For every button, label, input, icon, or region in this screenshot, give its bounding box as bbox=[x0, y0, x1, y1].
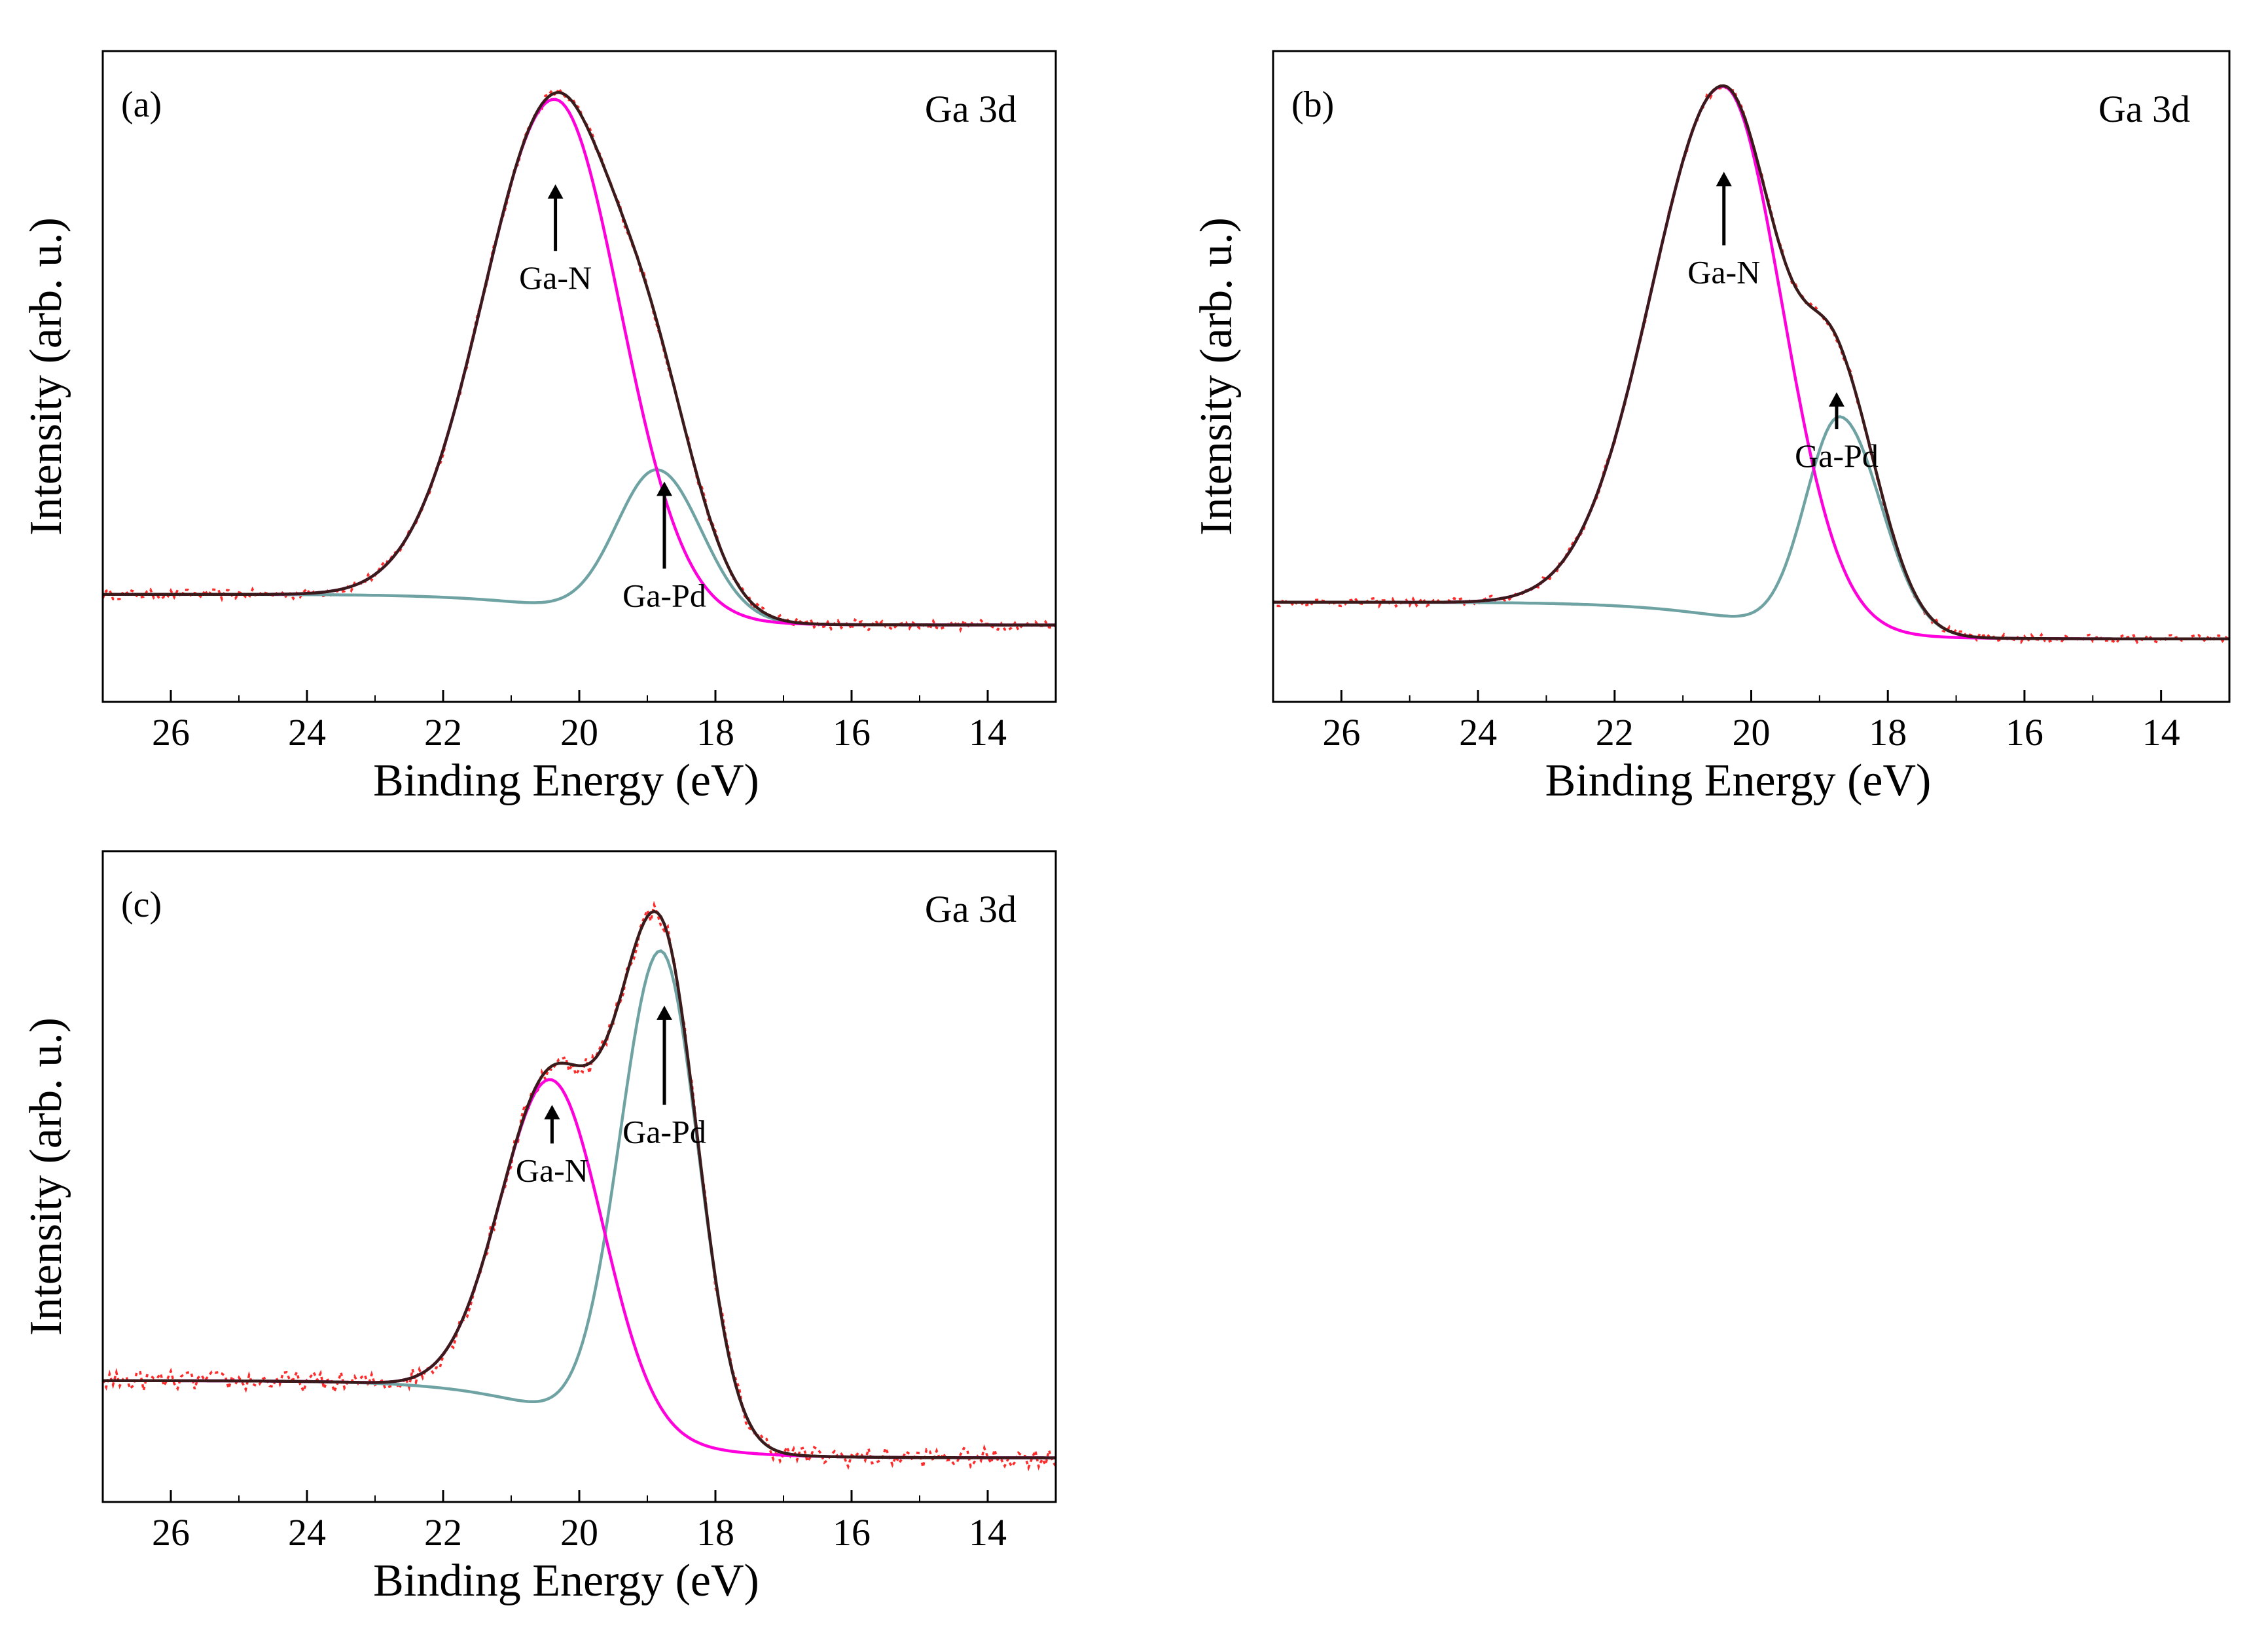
x-tick-label: 24 bbox=[288, 1511, 326, 1554]
plot-area bbox=[103, 900, 1056, 1472]
x-tick-label: 16 bbox=[833, 1511, 871, 1554]
x-tick-label: 16 bbox=[2006, 711, 2043, 754]
x-tick-label: 14 bbox=[969, 1511, 1007, 1554]
peak-label-ga-pd: Ga-Pd bbox=[622, 577, 706, 614]
peak-label-ga-pd: Ga-Pd bbox=[1795, 437, 1879, 474]
peak-label-ga-n: Ga-N bbox=[519, 259, 592, 296]
annotation-arrow-head bbox=[657, 1005, 672, 1020]
annotation-arrow-head bbox=[657, 481, 672, 496]
core-level-label: Ga 3d bbox=[925, 888, 1017, 930]
fit-envelope-line bbox=[103, 909, 1056, 1459]
x-tick-label: 22 bbox=[424, 711, 462, 754]
x-tick-label: 18 bbox=[1869, 711, 1907, 754]
panel-label: (a) bbox=[121, 84, 162, 125]
plot-area bbox=[1273, 84, 2229, 645]
annotation-arrow-head bbox=[547, 184, 564, 199]
x-tick-label: 18 bbox=[696, 711, 734, 754]
y-axis-title: Intensity (arb. u.) bbox=[21, 217, 71, 536]
panel-a: 26 24 22 20 18 16 14 Binding Energy (eV) Intensi… bbox=[21, 50, 1057, 806]
x-tick-label: 24 bbox=[1459, 711, 1497, 754]
panel-c: 26 24 22 20 18 16 14 Binding Energy (eV) Intensi… bbox=[21, 850, 1057, 1606]
panel-label: (c) bbox=[121, 885, 162, 925]
x-axis-title: Binding Energy (eV) bbox=[373, 756, 759, 806]
x-tick-label: 22 bbox=[1596, 711, 1634, 754]
peak-label-ga-n: Ga-N bbox=[1687, 254, 1760, 291]
panel-label: (b) bbox=[1291, 84, 1334, 125]
x-tick-label: 26 bbox=[152, 711, 190, 754]
x-tick-label: 14 bbox=[2142, 711, 2180, 754]
x-tick-label: 16 bbox=[833, 711, 871, 754]
x-tick-label: 20 bbox=[560, 711, 598, 754]
x-tick-label: 20 bbox=[1733, 711, 1771, 754]
y-axis-title: Intensity (arb. u.) bbox=[21, 1017, 71, 1336]
fit-envelope-line bbox=[103, 90, 1056, 627]
plot-area bbox=[103, 86, 1056, 633]
x-tick-label: 20 bbox=[560, 1511, 598, 1554]
peak-label-ga-n: Ga-N bbox=[516, 1152, 588, 1188]
x-tick-label: 24 bbox=[288, 711, 326, 754]
annotation-arrow-head bbox=[544, 1105, 560, 1120]
x-axis-title: Binding Energy (eV) bbox=[1545, 756, 1932, 806]
annotation-arrow-head bbox=[1828, 392, 1845, 407]
x-tick-label: 26 bbox=[152, 1511, 190, 1554]
peak-label-ga-pd: Ga-Pd bbox=[622, 1113, 706, 1150]
x-axis-title: Binding Energy (eV) bbox=[373, 1556, 759, 1606]
y-axis-title: Intensity (arb. u.) bbox=[1191, 217, 1242, 536]
x-tick-label: 18 bbox=[696, 1511, 734, 1554]
x-tick-label: 26 bbox=[1322, 711, 1360, 754]
x-tick-label: 14 bbox=[969, 711, 1007, 754]
fit-envelope-line bbox=[1273, 84, 2229, 641]
core-level-label: Ga 3d bbox=[2098, 88, 2190, 130]
annotation-arrow-head bbox=[1716, 172, 1732, 187]
x-tick-label: 22 bbox=[424, 1511, 462, 1554]
core-level-label: Ga 3d bbox=[925, 88, 1017, 130]
panel-b: 26 24 22 20 18 16 14 Binding Energy (eV) Intensi… bbox=[1191, 50, 2231, 806]
